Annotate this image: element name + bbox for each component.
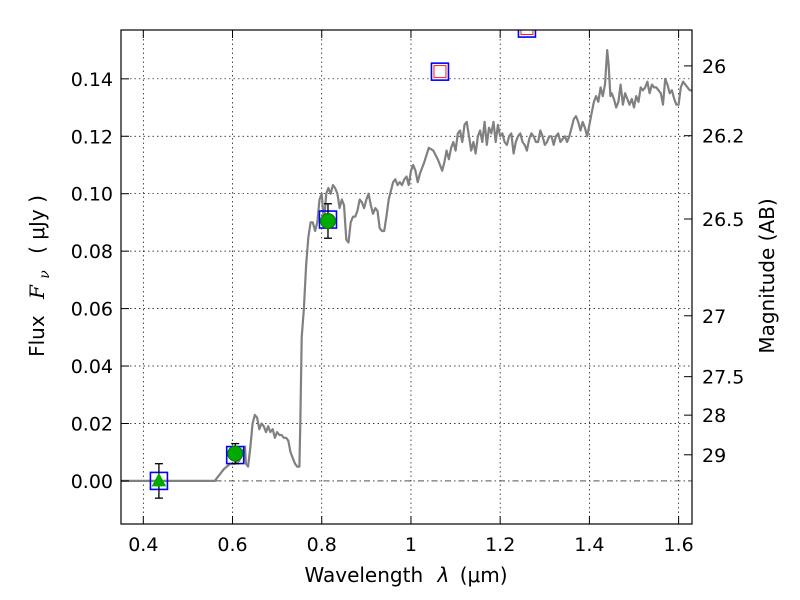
y-tick-label: 0.02	[71, 413, 113, 435]
template-spectrum	[121, 49, 692, 482]
y-axis-label-text: Flux	[25, 315, 49, 357]
y2-tick-label: 28	[702, 405, 726, 427]
grid-lines	[121, 30, 692, 524]
plot-frame	[120, 29, 693, 525]
y-axis-label-subscript: ν	[37, 270, 53, 279]
y-axis-label: Flux F ν ( μJy )	[25, 195, 54, 357]
x-axis-label-symbol: λ	[437, 563, 450, 587]
y2-axis-label: Magnitude (AB)	[755, 198, 779, 353]
x-axis-label: Wavelength λ (μm)	[304, 563, 507, 587]
observed-points	[151, 203, 336, 499]
y2-tick-label: 26.5	[702, 209, 744, 231]
y2-tick-labels: 26 26.2 26.5 27 27.5 28 29	[702, 56, 744, 467]
x-tick-label: 0.4	[128, 534, 158, 556]
upper-limit-box-inner	[520, 30, 534, 36]
y-tick-labels: 0.00 0.02 0.04 0.06 0.08 0.10 0.12 0.14	[71, 69, 113, 493]
y2-tick-label: 26.2	[702, 126, 744, 148]
upper-limit-box-inner	[433, 65, 447, 79]
x-tick-label: 0.8	[307, 534, 337, 556]
y-axis-label-symbol: F	[25, 284, 49, 300]
photometry-boxes	[149, 30, 537, 491]
y-tick-label: 0.12	[71, 126, 113, 148]
y2-tick-label: 27.5	[702, 367, 744, 389]
y-axis-label-unit: ( μJy )	[25, 195, 49, 254]
y-tick-label: 0.00	[71, 471, 113, 493]
x-axis-label-text: Wavelength	[304, 563, 423, 587]
y-tick-label: 0.10	[71, 184, 113, 206]
y2-tick-label: 26	[702, 56, 726, 78]
upper-limit-box	[430, 62, 450, 81]
x-axis-label-unit: (μm)	[460, 563, 508, 587]
upper-limit-box	[517, 30, 537, 38]
y-tick-label: 0.08	[71, 241, 113, 263]
y2-tick-label: 29	[702, 445, 726, 467]
y-tick-label: 0.04	[71, 356, 113, 378]
x-tick-label: 1.2	[485, 534, 515, 556]
axis-ticks	[121, 30, 692, 524]
detection-triangle	[151, 472, 167, 487]
y2-tick-label: 27	[702, 306, 726, 328]
x-tick-label: 0.6	[217, 534, 247, 556]
detection-circle	[319, 212, 336, 229]
y-tick-label: 0.14	[71, 69, 113, 91]
detection-circle	[227, 445, 244, 462]
x-tick-label: 1.6	[664, 534, 694, 556]
y-tick-label: 0.06	[71, 299, 113, 321]
x-tick-label: 1	[405, 534, 417, 556]
x-tick-label: 1.4	[574, 534, 604, 556]
spectrum-line	[121, 49, 692, 482]
x-tick-labels: 0.4 0.6 0.8 1 1.2 1.4 1.6	[128, 534, 694, 556]
